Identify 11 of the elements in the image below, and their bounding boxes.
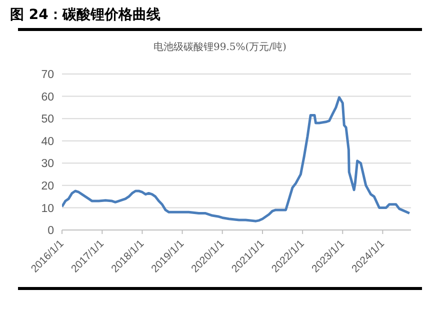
y-tick-label: 10 <box>41 202 54 215</box>
y-tick-label: 0 <box>48 225 54 238</box>
y-tick-label: 70 <box>41 69 54 82</box>
y-tick-label: 40 <box>41 136 54 148</box>
y-tick-label: 50 <box>41 114 54 126</box>
y-tick-label: 30 <box>41 158 54 170</box>
y-tick-label: 20 <box>41 180 54 193</box>
y-tick-label: 60 <box>41 91 54 104</box>
line-series <box>62 96 411 222</box>
chart-subtitle: 电池级碳酸锂99.5%(万元/吨) <box>152 40 288 54</box>
chart-title: 图 24：碳酸锂价格曲线 <box>10 6 160 24</box>
